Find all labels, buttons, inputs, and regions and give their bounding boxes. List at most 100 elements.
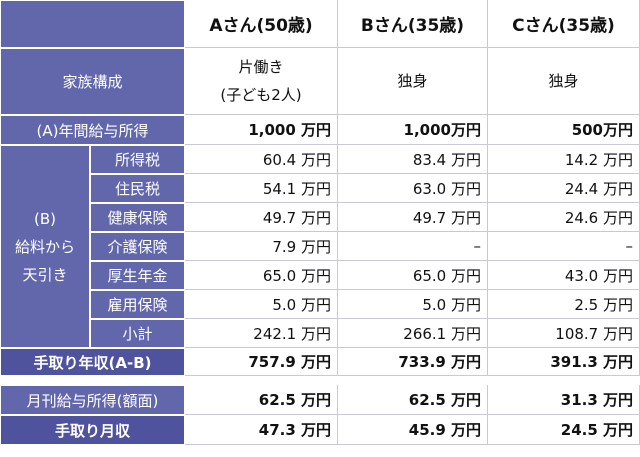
row-label: 介護保険 [90,232,185,261]
cell-text: – [625,237,634,255]
row-label: 住民税 [90,174,185,203]
row-label: 家族構成 [0,48,185,115]
value-cell: 5.0 万円 [185,290,338,319]
cell-text: 7.9 万円 [272,237,331,256]
cell-text: 62.5 万円 [258,391,331,409]
value-cell: – [338,232,488,261]
corner [0,0,185,48]
row-label: 健康保険 [90,203,185,232]
cell-text: 5.0 万円 [272,295,331,314]
family-cell: 片働き (子ども2人) [185,48,338,115]
cell-text: 住民税 [114,180,160,198]
value-cell: 108.7 万円 [488,319,640,348]
group-label: (B) 給料から天引き [0,145,90,348]
cell-text: 1,000万円 [403,121,481,139]
cell-text: 雇用保険 [107,296,168,314]
column-header: Cさん(35歳) [488,0,640,48]
cell-text: 47.3 万円 [258,421,331,439]
cell-text: 介護保険 [107,238,168,256]
cell-text: 厚生年金 [107,267,168,285]
cell-text: 108.7 万円 [555,324,633,343]
column-header: Bさん(35歳) [338,0,488,48]
value-cell: 63.0 万円 [338,174,488,203]
cell-text: 65.0 万円 [262,266,331,285]
cell-text: 31.3 万円 [560,391,633,409]
cell-text: 24.5 万円 [560,421,633,439]
value-cell: 14.2 万円 [488,145,640,174]
value-cell: 391.3 万円 [488,348,640,376]
value-cell: 2.5 万円 [488,290,640,319]
cell-text: 月刊給与所得(額面) [26,391,159,410]
cell-text: (B) [34,209,56,228]
value-cell: 49.7 万円 [338,203,488,232]
cell-text: 天引き [22,265,68,284]
cell-text: 43.0 万円 [564,266,633,285]
cell-text: 266.1 万円 [403,324,481,343]
cell-text: 65.0 万円 [412,266,481,285]
cell-text: 所得税 [114,151,160,169]
cell-text: 手取り年収(A-B) [33,353,152,372]
value-cell: 65.0 万円 [185,261,338,290]
row-label: 雇用保険 [90,290,185,319]
cell-text: 24.4 万円 [564,179,633,198]
value-cell: 1,000 万円 [185,115,338,145]
row-label: 小計 [90,319,185,348]
value-cell: 7.9 万円 [185,232,338,261]
cell-text: 49.7 万円 [262,208,331,227]
value-cell: 24.6 万円 [488,203,640,232]
value-cell: 266.1 万円 [338,319,488,348]
value-cell: 500万円 [488,115,640,145]
cell-text: 手取り月収 [54,421,130,440]
cell-text: 14.2 万円 [564,150,633,169]
value-cell: 5.0 万円 [338,290,488,319]
cell-text: 家族構成 [62,73,123,91]
cell-text: 24.6 万円 [564,208,633,227]
cell-text: 391.3 万円 [550,353,633,371]
cell-text: 62.5 万円 [408,391,481,409]
value-cell: 24.5 万円 [488,415,640,445]
row-label: 厚生年金 [90,261,185,290]
cell-text: – [473,237,482,255]
cell-text: 健康保険 [107,209,168,227]
value-cell: 24.4 万円 [488,174,640,203]
family-cell: 独身 [338,48,488,115]
cell-text: 1,000 万円 [248,121,331,139]
row-label: 月刊給与所得(額面) [0,385,185,415]
family-cell: 独身 [488,48,640,115]
row-label: 所得税 [90,145,185,174]
value-cell: 65.0 万円 [338,261,488,290]
value-cell: 45.9 万円 [338,415,488,445]
cell-text: 片働き [238,58,284,76]
cell-text: 60.4 万円 [262,150,331,169]
value-cell: 49.7 万円 [185,203,338,232]
cell-text: 83.4 万円 [412,150,481,169]
cell-text: 2.5 万円 [574,295,633,314]
cell-text: 45.9 万円 [408,421,481,439]
cell-text: 給料から [14,237,75,256]
cell-text: (子ども2人) [220,86,302,104]
cell-text: Cさん(35歳) [512,16,615,36]
cell-text: 500万円 [571,121,633,139]
value-cell: 54.1 万円 [185,174,338,203]
value-cell: 83.4 万円 [338,145,488,174]
cell-text: Aさん(50歳) [209,16,313,36]
value-cell: 31.3 万円 [488,385,640,415]
cell-text: 242.1 万円 [253,324,331,343]
cell-text: 独身 [548,72,579,90]
value-cell: – [488,232,640,261]
cell-text: 独身 [397,72,428,90]
row-label: 手取り月収 [0,415,185,445]
value-cell: 62.5 万円 [185,385,338,415]
row-label: 手取り年収(A-B) [0,348,185,376]
value-cell: 60.4 万円 [185,145,338,174]
cell-text: 5.0 万円 [422,295,481,314]
cell-text: 54.1 万円 [262,179,331,198]
cell-text: 小計 [122,325,153,343]
cell-text: 49.7 万円 [412,208,481,227]
value-cell: 47.3 万円 [185,415,338,445]
cell-text: 757.9 万円 [248,353,331,371]
column-header: Aさん(50歳) [185,0,338,48]
value-cell: 733.9 万円 [338,348,488,376]
value-cell: 62.5 万円 [338,385,488,415]
